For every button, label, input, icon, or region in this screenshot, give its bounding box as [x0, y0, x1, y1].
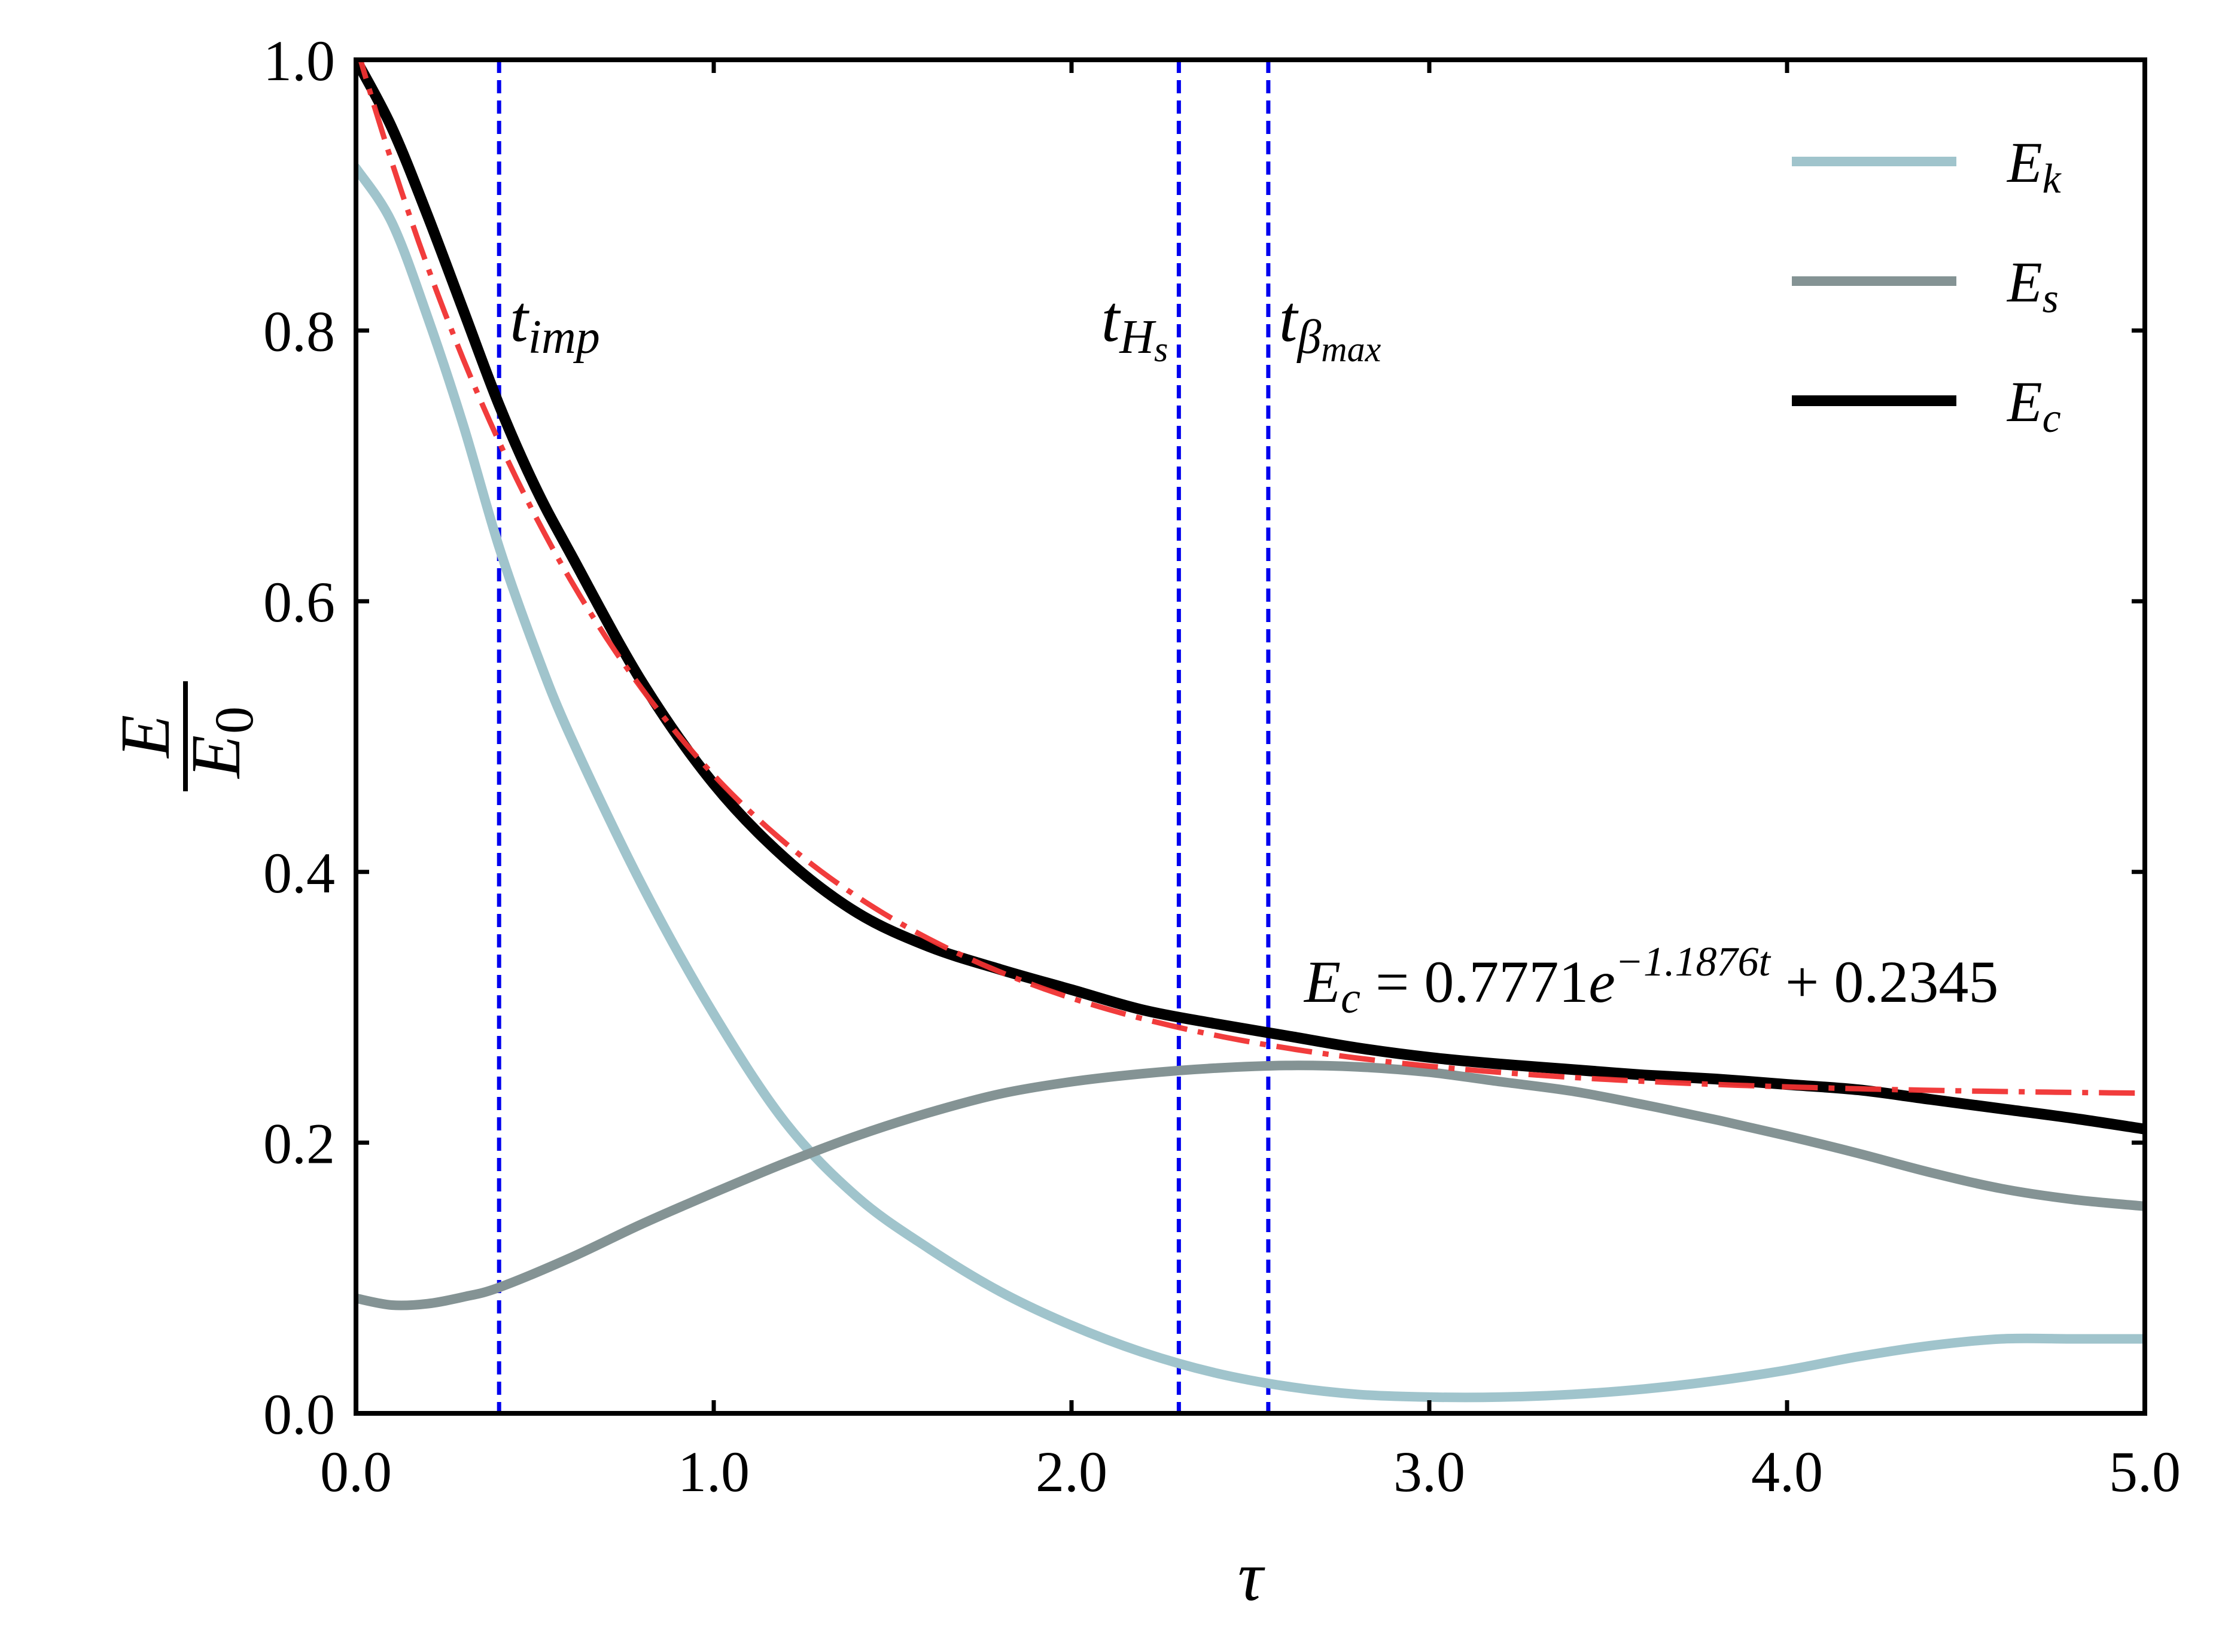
fit-equation: Ec = 0.7771e−1.1876t + 0.2345 — [1303, 939, 1998, 1023]
vertical-marker-label-2: tβmax — [1279, 282, 1381, 369]
x-tick-label: 3.0 — [1393, 1440, 1465, 1504]
legend-label-e-c: Ec — [2006, 370, 2061, 441]
vertical-markers — [497, 60, 1271, 1413]
vertical-marker-label-0: timp — [510, 282, 600, 364]
fit-tail: + 0.2345 — [1770, 949, 1998, 1015]
plot-frame — [354, 57, 2147, 1416]
x-tick-label: 2.0 — [1036, 1440, 1107, 1504]
y-tick-label: 0.8 — [263, 300, 335, 364]
y-tick-label: 1.0 — [263, 29, 335, 93]
x-axis-label: τ — [1238, 1537, 1265, 1616]
series-line-e-k — [356, 163, 2145, 1403]
legend-label-e-k: Ek — [2006, 130, 2062, 202]
series-layer — [356, 60, 2145, 1403]
y-axis-label-denominator-base: E — [176, 735, 255, 779]
legend: Ek Es Ec — [1792, 130, 2062, 441]
y-axis-label-denominator-sub: 0 — [203, 706, 264, 734]
y-tick-label: 0.6 — [263, 570, 335, 634]
fit-curve — [357, 60, 2145, 1096]
axis-ticks — [354, 57, 2147, 1416]
fit-eq: = 0.7771 — [1360, 949, 1588, 1015]
y-tick-label: 0.2 — [263, 1111, 335, 1175]
x-tick-label: 4.0 — [1751, 1440, 1823, 1504]
y-axis-label-denominator: E0 — [176, 706, 264, 779]
fit-exp: −1.1876t — [1615, 939, 1772, 985]
y-tick-label: 0.0 — [263, 1382, 335, 1446]
vertical-marker-labels: timp tHs tβmax — [510, 282, 1381, 369]
x-tick-label: 0.0 — [320, 1440, 392, 1504]
axis-tick-labels: 0.0 1.0 2.0 3.0 4.0 5.0 0.0 0.2 0.4 0.6 0.8 1.0 — [263, 29, 2181, 1504]
plot-area — [356, 60, 2145, 1413]
fit-lhs-base: E — [1303, 949, 1341, 1015]
legend-label-e-s: Es — [2006, 250, 2059, 322]
y-axis-label-numerator: E — [106, 715, 184, 759]
series-line-e-s — [356, 1060, 2145, 1310]
y-axis-label: E E0 — [106, 681, 264, 791]
fit-lhs-sub: c — [1341, 974, 1360, 1023]
x-tick-label: 5.0 — [2109, 1440, 2181, 1504]
y-tick-label: 0.4 — [263, 841, 335, 905]
vertical-marker-label-1: tHs — [1101, 282, 1168, 369]
x-tick-label: 1.0 — [678, 1440, 750, 1504]
fit-e: e — [1588, 949, 1615, 1015]
